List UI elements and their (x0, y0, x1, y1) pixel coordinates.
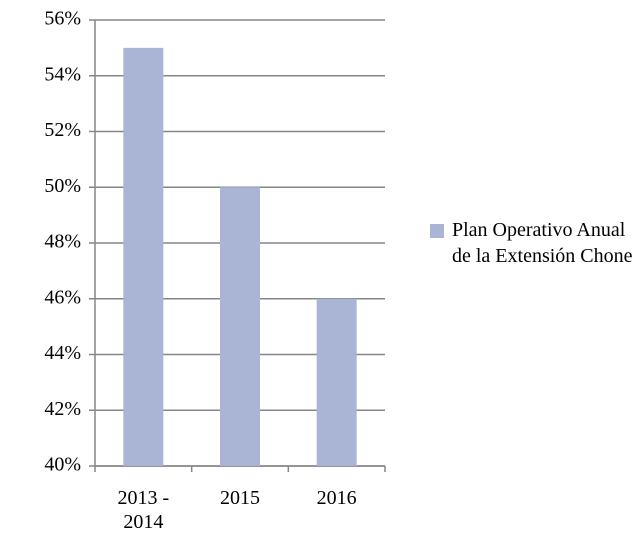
y-tick-label: 54% (44, 63, 81, 85)
x-tick-label: 2016 (316, 487, 357, 509)
y-tick-label: 48% (44, 231, 81, 253)
bar (220, 187, 260, 466)
y-tick-label: 40% (44, 454, 81, 476)
y-tick-label: 50% (44, 175, 81, 197)
y-tick-label: 44% (44, 342, 81, 364)
legend-label: Plan Operativo Anual de la Extensión Cho… (452, 219, 633, 267)
y-tick-label: 52% (44, 119, 81, 141)
legend-swatch (430, 224, 444, 238)
y-tick-label: 42% (44, 398, 81, 420)
y-tick-label: 46% (44, 286, 81, 308)
x-tick-label: 2015 (220, 487, 260, 509)
y-tick-label: 56% (44, 8, 81, 30)
bar (316, 298, 357, 466)
x-tick-label: 2013 - 2014 (117, 487, 170, 533)
bar (123, 47, 164, 466)
